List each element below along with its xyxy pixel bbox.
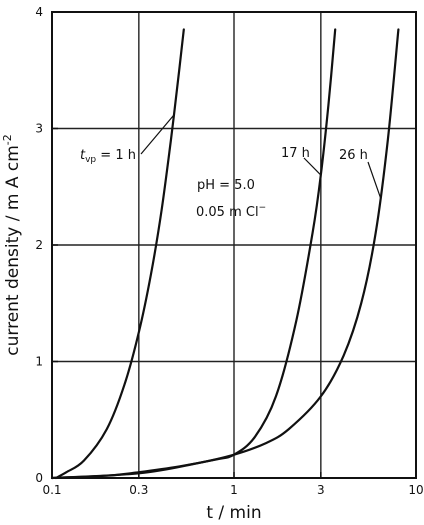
y-tick-label-0: 0 xyxy=(35,471,43,485)
annotation-17h: 17 h xyxy=(281,146,310,161)
y-tick-label-4: 4 xyxy=(35,5,43,19)
x-tick-label-1: 0.3 xyxy=(129,483,148,497)
y-axis-label: current density / m A cm-2 xyxy=(1,134,23,355)
annotation-chloride-text: 0.05 m Cl xyxy=(196,205,259,220)
series-line-0 xyxy=(54,28,185,480)
y-tick-label-3: 3 xyxy=(35,122,43,136)
leader-line-1h xyxy=(140,114,175,155)
annotation-ph: pH = 5.0 xyxy=(197,178,255,193)
x-tick-label-4: 10 xyxy=(408,483,423,497)
annotation-1h-subscript: vp xyxy=(85,155,96,165)
y-tick-label-2: 2 xyxy=(35,238,43,252)
tick-layer: 0 1 2 3 4 0.1 0.3 1 3 10 xyxy=(35,5,423,497)
annotation-layer: tvp = 1 h 17 h 26 h pH = 5.0 0.05 m Cl− xyxy=(80,114,382,220)
annotation-chloride: 0.05 m Cl− xyxy=(196,203,266,220)
annotation-1h: tvp = 1 h xyxy=(80,148,136,165)
x-tick-label-3: 3 xyxy=(317,483,325,497)
plot-frame xyxy=(51,11,417,479)
x-tick-label-0: 0.1 xyxy=(42,483,61,497)
leader-line-17h xyxy=(303,157,322,176)
annotation-1h-symbol: t xyxy=(80,148,86,163)
series-line-2 xyxy=(50,28,400,480)
x-axis-label: t / min xyxy=(206,503,261,523)
annotation-chloride-superscript: − xyxy=(259,203,267,213)
annotation-26h: 26 h xyxy=(339,148,368,163)
leader-line-26h xyxy=(367,161,382,199)
y-tick-label-1: 1 xyxy=(35,355,43,369)
y-axis-label-text: current density / m A cm xyxy=(3,145,23,356)
annotation-1h-value: = 1 h xyxy=(96,148,136,163)
y-axis-label-superscript: -2 xyxy=(1,134,14,145)
grid xyxy=(52,12,416,478)
x-tick-label-2: 1 xyxy=(230,483,238,497)
